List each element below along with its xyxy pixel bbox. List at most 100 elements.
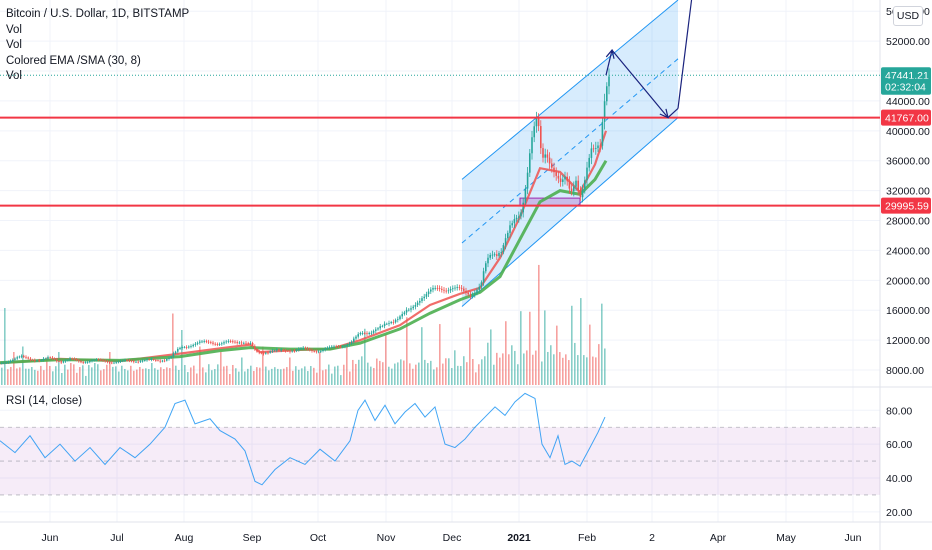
- volume-bar: [271, 368, 273, 385]
- candle-body: [188, 346, 190, 348]
- candle-body: [251, 342, 254, 347]
- candle-body: [304, 347, 307, 349]
- candle-body: [9, 360, 12, 362]
- price-badge-label: 29995.59: [885, 201, 929, 213]
- candle-body: [141, 360, 144, 362]
- candle-body: [392, 322, 395, 323]
- candle-body: [502, 244, 505, 253]
- projection-segment: [611, 49, 668, 118]
- candle-body: [133, 361, 135, 363]
- volume-bar: [340, 375, 342, 385]
- volume-bar: [520, 311, 522, 385]
- indicator-label[interactable]: Vol: [6, 39, 22, 51]
- volume-bar: [1, 367, 3, 385]
- volume-bar: [397, 362, 399, 385]
- time-tick-label: 2: [649, 532, 655, 544]
- candle-body: [58, 361, 60, 362]
- candle-body: [148, 359, 150, 361]
- candle-body: [229, 341, 232, 342]
- candle-body: [524, 188, 527, 203]
- volume-bar: [199, 346, 201, 385]
- volume-bar: [367, 362, 369, 385]
- candle-body: [568, 181, 571, 189]
- rsi-legend[interactable]: RSI (14, close): [6, 395, 83, 407]
- rsi-tick-label: 80.00: [886, 405, 912, 417]
- volume-bar: [196, 373, 198, 385]
- volume-bar: [52, 371, 54, 385]
- candle-body: [273, 350, 276, 352]
- currency-button[interactable]: USD: [893, 6, 923, 26]
- candle-body: [584, 180, 586, 190]
- chart-title[interactable]: Bitcoin / U.S. Dollar, 1D, BITSTAMP: [6, 8, 190, 20]
- candle-body: [108, 362, 111, 363]
- candle-body: [298, 348, 300, 350]
- candle-body: [34, 360, 36, 361]
- volume-bar: [463, 356, 465, 385]
- volume-bar: [130, 365, 132, 385]
- candle-body: [36, 360, 38, 362]
- candle-body: [368, 332, 370, 334]
- candle-body: [557, 175, 560, 179]
- volume-bar: [490, 329, 492, 385]
- candle-body: [386, 323, 388, 325]
- candle-body: [80, 361, 82, 363]
- volume-bar: [553, 354, 555, 385]
- candle-body: [214, 343, 216, 345]
- candle-body: [564, 176, 566, 180]
- candle-body: [456, 287, 458, 288]
- candle-body: [207, 341, 210, 343]
- candle-body: [64, 360, 67, 362]
- candle-body: [500, 252, 502, 254]
- candle-body: [608, 76, 610, 87]
- candle-body: [203, 341, 205, 342]
- volume-bar: [19, 367, 21, 385]
- candle-body: [212, 342, 214, 344]
- volume-bar: [376, 358, 378, 385]
- candle-body: [183, 347, 186, 348]
- price-badge: [881, 78, 931, 95]
- candle-body: [533, 126, 535, 138]
- candle-body: [23, 355, 25, 357]
- volume-bar: [457, 365, 459, 385]
- indicator-label[interactable]: Vol: [6, 23, 22, 36]
- candle-body: [379, 326, 381, 329]
- indicator-label[interactable]: Vol: [6, 70, 22, 82]
- volume-bar: [133, 370, 135, 385]
- indicator-label[interactable]: Colored EMA /SMA (30, 8): [6, 54, 141, 67]
- volume-bar: [148, 369, 150, 385]
- candle-body: [124, 360, 126, 361]
- volume-bar: [280, 369, 282, 385]
- candle-body: [93, 359, 95, 361]
- volume-bar: [154, 368, 156, 385]
- candle-body: [293, 350, 296, 352]
- candle-body: [529, 153, 531, 173]
- candle-body: [603, 101, 606, 122]
- volume-bar: [412, 368, 414, 385]
- volume-bar: [322, 370, 324, 385]
- volume-bar: [568, 360, 570, 385]
- candle-body: [12, 359, 14, 361]
- candle-body: [537, 118, 540, 127]
- volume-bar: [145, 368, 147, 385]
- candle-body: [223, 342, 225, 344]
- candle-body: [174, 351, 177, 354]
- candle-body: [166, 359, 168, 361]
- candle-body: [606, 86, 608, 102]
- candle-body: [324, 348, 326, 350]
- volume-bar: [298, 369, 300, 385]
- candle-body: [163, 360, 166, 362]
- volume-bar: [358, 359, 360, 385]
- candle-body: [262, 353, 265, 354]
- candle-body: [201, 341, 203, 343]
- volume-bar: [184, 365, 186, 385]
- candle-body: [551, 163, 553, 168]
- volume-bar: [382, 362, 384, 385]
- candle-body: [137, 361, 139, 363]
- candle-body: [405, 309, 408, 313]
- candle-body: [309, 348, 311, 351]
- price-tick-label: 32000.00: [886, 186, 930, 198]
- candle-body: [482, 271, 485, 283]
- volume-bar: [79, 367, 81, 385]
- candle-body: [496, 254, 498, 256]
